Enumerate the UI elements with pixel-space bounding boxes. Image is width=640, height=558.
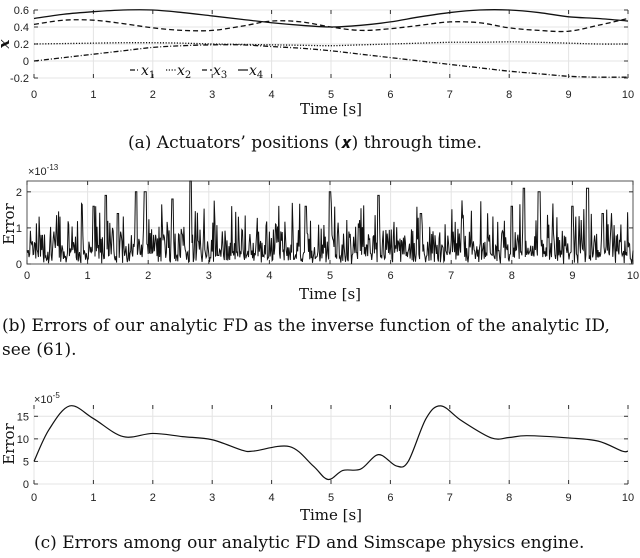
x-tick-label: 3: [209, 89, 215, 101]
x-tick-label: 2: [150, 492, 156, 504]
x-tick-label: 3: [209, 492, 215, 504]
series-lines: [33, 9, 629, 78]
axes: 0 1 2 3 4 5 6 7 8 9 10-0.200.20.40.6: [10, 5, 634, 101]
y-tick-label: -0.2: [10, 73, 29, 85]
y-tick-label: 0: [16, 259, 22, 271]
panel-b: 0 1 2 3 4 5 6 7 8 9 10 0 1 2 ×10-13 Time [s] Error (b) E…: [0, 160, 640, 385]
x-tick-label: 10: [622, 89, 634, 101]
x-tick-label: 5: [328, 89, 334, 101]
x-tick-label: 7: [448, 270, 454, 282]
chart-fd-simscape-error: 0 1 2 3 4 5 6 7 8 9 10 0 5 10 15 ×10-5 Time [s] Error: [0, 391, 634, 524]
x-tick-label: 1: [85, 270, 91, 282]
y-tick-label: 0: [23, 56, 29, 68]
x-tick-label: 0: [31, 492, 37, 504]
x-tick-label: 2: [150, 89, 156, 101]
y-tick-label: 0: [23, 479, 29, 491]
y-exponent-label: ×10-13: [28, 163, 59, 178]
caption-b: (b) Errors of our analytic FD as the inv…: [2, 316, 610, 360]
x-tick-label: 1: [90, 89, 96, 101]
x-axis-label: Time [s]: [300, 506, 362, 524]
legend-x4: x4: [249, 63, 263, 81]
legend-x3: x3: [213, 63, 227, 81]
x-tick-label: 5: [328, 492, 334, 504]
y-tick-label: 0.4: [14, 22, 29, 34]
legend-x2: x2: [177, 63, 191, 81]
x-tick-label: 4: [269, 89, 275, 101]
x-tick-label: 10: [622, 492, 634, 504]
x-tick-label: 0: [24, 270, 30, 282]
panel-a: 0 1 2 3 4 5 6 7 8 9 10 -0.2 0 0.2 0.4 0.6 x1 x2 x3 x4 Time […: [0, 0, 640, 160]
series-x4: [33, 9, 629, 28]
x-tick-label: 8: [506, 89, 512, 101]
caption-a: (a) Actuators’ positions (𝒙) through tim…: [128, 133, 482, 153]
y-axis-label: x: [0, 38, 13, 49]
x-tick-label: 6: [388, 270, 394, 282]
y-tick-label: 15: [17, 411, 29, 423]
axes: 0 1 2 3 4 5 6 7 8 9 10 0 5 10 15: [17, 405, 634, 504]
x-tick-label: 7: [447, 89, 453, 101]
y-tick-label: 2: [16, 187, 22, 199]
x-tick-label: 7: [447, 492, 453, 504]
x-tick-label: 3: [206, 270, 212, 282]
panel-c: 0 1 2 3 4 5 6 7 8 9 10 0 5 10 15 ×10-5 Time [s] Error (c)…: [0, 380, 640, 558]
y-axis-label: Error: [0, 202, 18, 244]
y-tick-label: 10: [17, 434, 29, 446]
x-tick-label: 6: [387, 89, 393, 101]
x-tick-label: 6: [387, 492, 393, 504]
x-tick-label: 9: [569, 270, 575, 282]
error-curve: [33, 405, 629, 481]
y-tick-label: 1: [16, 223, 22, 235]
y-tick-label: 0.6: [14, 5, 29, 17]
x-tick-label: 10: [627, 270, 639, 282]
x-tick-label: 5: [327, 270, 333, 282]
chart-fd-id-error: 0 1 2 3 4 5 6 7 8 9 10 0 1 2 ×10-13 Time [s] Error: [0, 163, 639, 303]
x-tick-label: 8: [506, 492, 512, 504]
x-tick-label: 0: [31, 89, 37, 101]
error-signal: [26, 180, 634, 264]
x-tick-label: 4: [266, 270, 272, 282]
x-axis-label: Time [s]: [300, 100, 362, 118]
x-tick-label: 2: [145, 270, 151, 282]
x-axis-label: Time [s]: [299, 285, 361, 303]
x-tick-label: 1: [90, 492, 96, 504]
caption-c: (c) Errors among our analytic FD and Sim…: [34, 533, 585, 553]
y-axis-label: Error: [0, 422, 18, 464]
series-x2: [33, 41, 629, 47]
x-tick-label: 9: [566, 492, 572, 504]
y-tick-label: 5: [23, 456, 29, 468]
x-tick-label: 4: [269, 492, 275, 504]
x-tick-label: 9: [566, 89, 572, 101]
y-exponent-label: ×10-5: [34, 391, 60, 406]
x-tick-label: 8: [509, 270, 515, 282]
y-tick-label: 0.2: [14, 39, 29, 51]
